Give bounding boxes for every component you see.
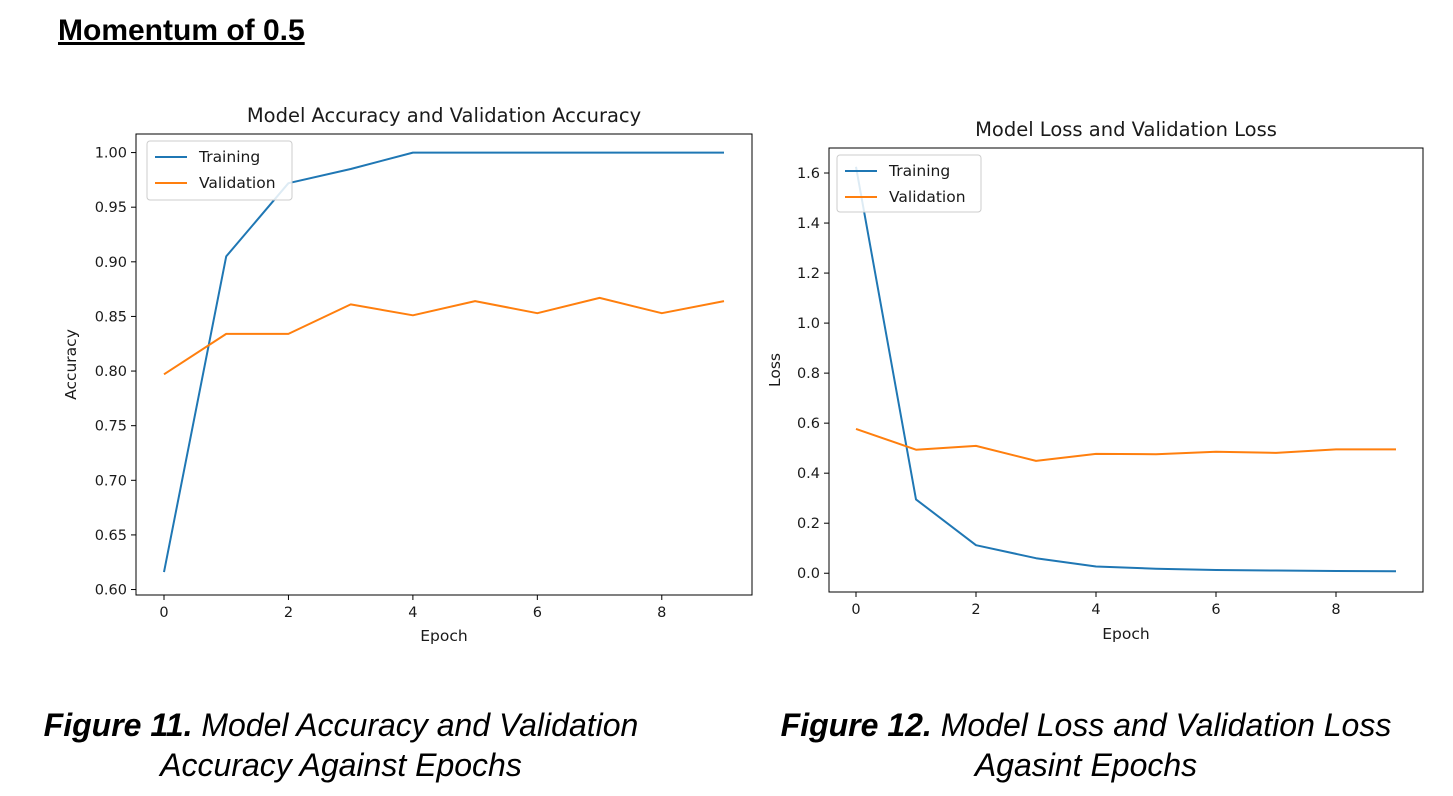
- y-tick-label: 0.75: [95, 419, 127, 435]
- legend-label-validation: Validation: [199, 174, 276, 192]
- x-tick-label: 2: [284, 605, 293, 621]
- y-axis-label: Accuracy: [62, 329, 80, 400]
- figure-11-caption-line1: Model Accuracy and Validation: [201, 707, 639, 743]
- series-line-validation: [163, 296, 725, 376]
- figure-12-caption-line1: Model Loss and Validation Loss: [940, 707, 1392, 743]
- figure-12-caption-line2: Agasint Epochs: [974, 747, 1198, 783]
- figure-12-caption: Figure 12. Model Loss and Validation Los…: [748, 705, 1424, 785]
- x-tick-label: 8: [657, 605, 666, 621]
- x-tick-label: 0: [159, 605, 168, 621]
- series-line-training: [163, 151, 724, 573]
- x-tick-label: 6: [533, 605, 542, 621]
- y-tick-label: 0.80: [95, 364, 127, 380]
- plot-area: [135, 133, 753, 596]
- legend: Training Validation: [146, 140, 293, 201]
- chart-title: Model Accuracy and Validation Accuracy: [247, 104, 641, 127]
- figure-11-caption-line2: Accuracy Against Epochs: [160, 747, 522, 783]
- x-tick-label: 4: [408, 605, 417, 621]
- y-tick-label: 0.65: [95, 528, 127, 544]
- y-tick-label: 1.00: [95, 146, 127, 162]
- legend-label-training: Training: [198, 148, 260, 166]
- legend-box: [146, 140, 293, 201]
- figure-12-label: Figure 12.: [780, 707, 932, 743]
- figure-11-label: Figure 11.: [43, 707, 193, 743]
- y-tick-label: 0.60: [95, 583, 127, 599]
- y-tick-label: 0.85: [95, 309, 127, 325]
- page-heading: Momentum of 0.5: [58, 14, 305, 47]
- y-tick-label: 0.95: [95, 200, 127, 216]
- figure-11-caption: Figure 11. Model Accuracy and Validation…: [0, 705, 682, 785]
- x-axis-label: Epoch: [420, 627, 467, 645]
- y-tick-label: 0.70: [95, 473, 127, 489]
- y-tick-label: 0.90: [95, 255, 127, 271]
